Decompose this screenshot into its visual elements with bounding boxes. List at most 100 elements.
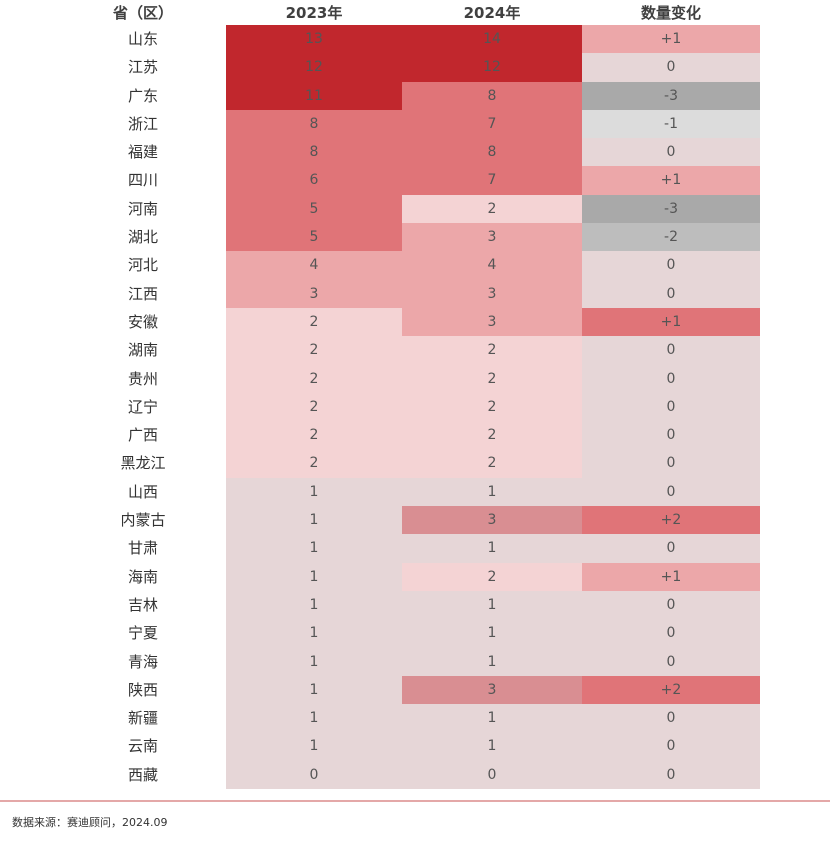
table-row: 河南 5 2 -3 [60, 194, 760, 224]
table-body: 山东 13 14 +1 江苏 12 12 0 广东 11 8 -3 浙江 8 7 -1 福建 8 8 0 四川 6 7 +1 河… [60, 25, 760, 790]
change-cell: -3 [582, 81, 760, 110]
table-row: 黑龙江 2 2 0 [60, 449, 760, 478]
region-cell: 广东 [127, 86, 158, 105]
change-cell: +1 [582, 166, 760, 195]
value-2023-cell: 12 [226, 53, 402, 82]
value-2024-cell: 2 [402, 562, 582, 591]
table-row: 山西 1 1 0 [60, 477, 760, 507]
table-row: 四川 6 7 +1 [60, 166, 760, 195]
table-row: 甘肃 1 1 0 [60, 534, 760, 563]
change-cell: 0 [582, 53, 760, 82]
change-cell: 0 [582, 449, 760, 478]
region-cell: 辽宁 [127, 397, 158, 416]
value-2024-cell: 2 [402, 336, 582, 365]
value-2023-cell: 2 [226, 392, 402, 422]
value-2024-cell: 2 [402, 449, 582, 478]
region-cell: 湖北 [127, 228, 158, 247]
change-cell: 0 [582, 251, 760, 280]
header-change: 数量变化 [640, 4, 701, 22]
table-row: 西藏 0 0 0 [60, 760, 760, 790]
header-2024: 2024年 [463, 4, 521, 22]
value-2023-cell: 0 [226, 760, 402, 790]
region-cell: 宁夏 [127, 624, 158, 643]
table-row: 陕西 1 3 +2 [60, 675, 760, 705]
table-row: 江苏 12 12 0 [60, 53, 760, 82]
value-2024-cell: 1 [402, 647, 582, 676]
region-cell: 山西 [127, 482, 158, 501]
value-2024-cell: 12 [402, 53, 582, 82]
value-2024-cell: 1 [402, 732, 582, 761]
change-cell: 0 [582, 732, 760, 761]
value-2024-cell: 3 [402, 223, 582, 252]
region-cell: 广西 [127, 426, 158, 445]
region-cell: 云南 [127, 737, 158, 756]
change-cell: +1 [582, 25, 760, 54]
change-cell: -3 [582, 194, 760, 224]
region-cell: 贵州 [127, 369, 158, 388]
value-2024-cell: 2 [402, 194, 582, 224]
region-cell: 陕西 [127, 680, 158, 699]
table-row: 广西 2 2 0 [60, 421, 760, 450]
value-2024-cell: 3 [402, 675, 582, 705]
change-cell: +1 [582, 307, 760, 337]
value-2023-cell: 1 [226, 534, 402, 563]
table-row: 贵州 2 2 0 [60, 364, 760, 393]
table-row: 浙江 8 7 -1 [60, 109, 760, 139]
value-2024-cell: 1 [402, 477, 582, 507]
region-cell: 安徽 [127, 312, 158, 331]
region-cell: 浙江 [127, 114, 158, 133]
region-cell: 河北 [127, 256, 158, 275]
value-2024-cell: 3 [402, 307, 582, 337]
region-cell: 山东 [127, 30, 158, 48]
value-2024-cell: 2 [402, 392, 582, 422]
change-cell: 0 [582, 647, 760, 676]
change-cell: +1 [582, 562, 760, 591]
value-2023-cell: 1 [226, 477, 402, 507]
value-2023-cell: 5 [226, 194, 402, 224]
table-row: 云南 1 1 0 [60, 732, 760, 761]
heatmap-table: 省（区） 2023年 2024年 数量变化 山东 13 14 +1 江苏 12 12 0 广东 1… [60, 0, 760, 790]
value-2023-cell: 6 [226, 166, 402, 195]
table-row: 安徽 2 3 +1 [60, 307, 760, 337]
change-cell: 0 [582, 279, 760, 308]
table-row: 吉林 1 1 0 [60, 590, 760, 620]
change-cell: 0 [582, 477, 760, 507]
table-row: 内蒙古 1 3 +2 [60, 506, 760, 535]
region-cell: 吉林 [127, 595, 158, 614]
change-cell: 0 [582, 619, 760, 648]
table-row: 湖南 2 2 0 [60, 336, 760, 365]
source-note: 数据来源：赛迪顾问，2024.09 [12, 816, 168, 829]
value-2023-cell: 1 [226, 732, 402, 761]
value-2023-cell: 1 [226, 675, 402, 705]
table-row: 湖北 5 3 -2 [60, 223, 760, 252]
change-cell: 0 [582, 534, 760, 563]
change-cell: 0 [582, 421, 760, 450]
value-2023-cell: 1 [226, 619, 402, 648]
region-cell: 西藏 [127, 765, 158, 784]
table-row: 山东 13 14 +1 [60, 25, 760, 54]
value-2024-cell: 8 [402, 81, 582, 110]
region-cell: 江苏 [127, 58, 158, 77]
value-2023-cell: 1 [226, 506, 402, 535]
change-cell: 0 [582, 704, 760, 733]
region-cell: 河南 [127, 199, 158, 218]
value-2024-cell: 7 [402, 109, 582, 139]
value-2023-cell: 8 [226, 138, 402, 167]
region-cell: 内蒙古 [120, 511, 166, 530]
value-2024-cell: 7 [402, 166, 582, 195]
change-cell: -1 [582, 109, 760, 139]
region-cell: 新疆 [127, 709, 158, 728]
table-row: 江西 3 3 0 [60, 279, 760, 308]
change-cell: 0 [582, 336, 760, 365]
value-2024-cell: 3 [402, 279, 582, 308]
region-cell: 四川 [127, 171, 158, 190]
change-cell: 0 [582, 392, 760, 422]
region-cell: 湖南 [127, 341, 158, 360]
value-2023-cell: 2 [226, 421, 402, 450]
table-row: 辽宁 2 2 0 [60, 392, 760, 422]
region-cell: 甘肃 [127, 539, 158, 558]
value-2023-cell: 1 [226, 562, 402, 591]
value-2023-cell: 2 [226, 449, 402, 478]
value-2023-cell: 8 [226, 109, 402, 139]
value-2024-cell: 0 [402, 760, 582, 790]
